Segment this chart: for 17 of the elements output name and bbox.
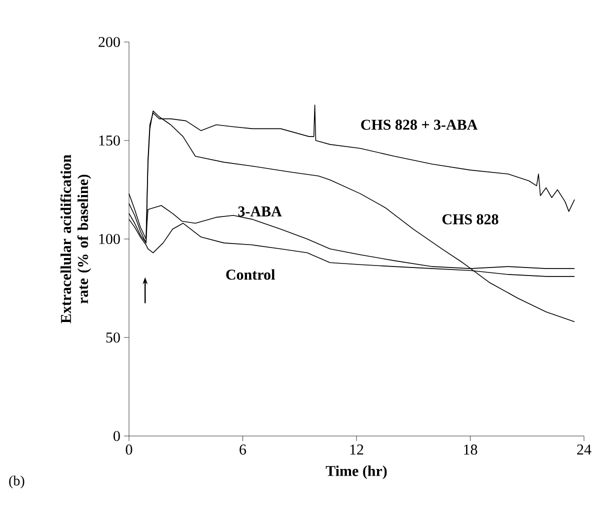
y-tick-label: 50 [106,332,120,343]
y-tick-label: 150 [99,135,120,146]
y-tick-label: 200 [98,36,120,48]
x-axis-title: Time (hr) [326,466,387,480]
series-label: CHS 828 [442,214,498,224]
y-axis-title: Extracellular acidification rate (% of baseline) [60,154,92,324]
x-tick-label: 12 [350,444,364,454]
x-tick-label: 24 [577,444,592,454]
text: (b) [9,476,24,488]
x-tick-label: 0 [126,444,132,455]
x-tick-label: 18 [464,444,478,455]
x-tick-label: 6 [240,444,246,455]
y-tick-label: 0 [114,430,120,442]
series-label: 3-ABA [238,206,282,216]
series-label: CHS 828 + 3-ABA [361,120,478,130]
y-tick-label: 100 [99,234,120,244]
series-label: Control [226,269,275,280]
